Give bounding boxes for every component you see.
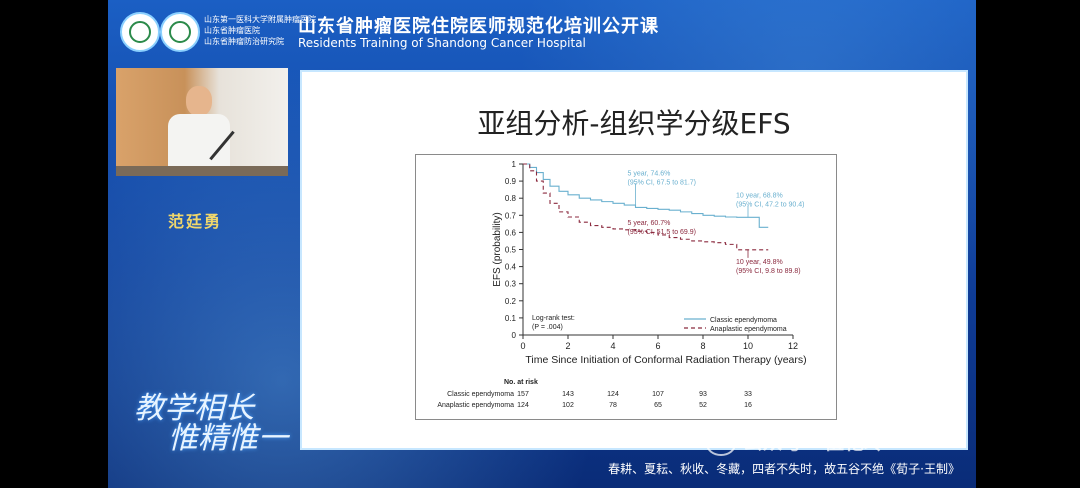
y-tick-label: 0.1 xyxy=(505,314,517,323)
lecture-frame: 山东第一医科大学附属肿瘤医院 山东省肿瘤医院 山东省肿瘤防治研究院 山东省肿瘤医… xyxy=(108,0,976,488)
y-tick-label: 0.8 xyxy=(505,194,517,203)
slogan: 教学相长 惟精惟一 xyxy=(134,394,288,454)
speaker-person xyxy=(164,86,235,176)
program-title-cn: 山东省肿瘤医院住院医师规范化培训公开课 xyxy=(298,16,659,37)
risk-table-header: No. at risk xyxy=(504,379,538,386)
bottom-quote: 春耕、夏耘、秋收、冬藏，四者不失时，故五谷不绝《荀子·王制》 xyxy=(608,462,960,476)
hospital-name-line: 山东省肿瘤防治研究院 xyxy=(204,37,284,46)
y-tick-label: 0.4 xyxy=(505,263,517,272)
y-tick-label: 0.7 xyxy=(505,211,517,220)
legend-label: Classic ependymoma xyxy=(710,317,777,324)
speaker-name: 范廷勇 xyxy=(168,212,223,231)
annotation-text: (95% CI, 51.5 to 69.9) xyxy=(628,229,696,236)
risk-value: 157 xyxy=(517,391,529,398)
university-logo-icon xyxy=(120,12,160,52)
x-axis-label: Time Since Initiation of Conformal Radia… xyxy=(525,354,806,366)
hospital-names: 山东第一医科大学附属肿瘤医院 山东省肿瘤医院 山东省肿瘤防治研究院 xyxy=(204,14,316,47)
watermark: 公众号 · 伍艳玲 xyxy=(706,426,884,456)
y-tick-label: 0 xyxy=(512,331,517,340)
risk-value: 52 xyxy=(699,402,707,409)
annotation-text: 5 year, 60.7% xyxy=(628,220,671,227)
annotation-text: (95% CI, 67.5 to 81.7) xyxy=(628,179,696,186)
risk-value: 124 xyxy=(607,391,619,398)
risk-value: 102 xyxy=(562,402,574,409)
x-tick-label: 0 xyxy=(520,341,525,351)
x-tick-label: 4 xyxy=(610,341,615,351)
header: 山东第一医科大学附属肿瘤医院 山东省肿瘤医院 山东省肿瘤防治研究院 山东省肿瘤医… xyxy=(108,0,976,62)
risk-value: 143 xyxy=(562,391,574,398)
program-title-en: Residents Training of Shandong Cancer Ho… xyxy=(298,36,586,50)
slide-title: 亚组分析-组织学分级EFS xyxy=(477,107,791,140)
risk-value: 65 xyxy=(654,402,662,409)
risk-row-label: Classic ependymoma xyxy=(447,391,514,398)
x-tick-label: 12 xyxy=(788,341,798,351)
hospital-name-line: 山东省肿瘤医院 xyxy=(204,26,260,35)
risk-value: 16 xyxy=(744,402,752,409)
slogan-line-1: 教学相长 xyxy=(134,391,254,426)
y-tick-label: 0.9 xyxy=(505,177,517,186)
risk-value: 78 xyxy=(609,402,617,409)
logrank-text: Log-rank test: xyxy=(532,315,575,322)
risk-value: 93 xyxy=(699,391,707,398)
annotation-text: (95% CI, 47.2 to 90.4) xyxy=(736,201,804,208)
annotation-text: 10 year, 68.8% xyxy=(736,192,783,199)
hospital-logo-icon xyxy=(160,12,200,52)
annotation-text: 10 year, 49.8% xyxy=(736,259,783,266)
legend-label: Anaplastic ependymoma xyxy=(710,326,787,333)
risk-value: 124 xyxy=(517,402,529,409)
series-line-1 xyxy=(523,163,769,251)
y-tick-label: 0.6 xyxy=(505,228,517,237)
hospital-name-line: 山东第一医科大学附属肿瘤医院 xyxy=(204,15,316,24)
x-tick-label: 2 xyxy=(565,341,570,351)
y-tick-label: 0.3 xyxy=(505,280,517,289)
annotation-text: (95% CI, 9.8 to 89.8) xyxy=(736,268,801,275)
x-tick-label: 6 xyxy=(655,341,660,351)
risk-row-label: Anaplastic ependymoma xyxy=(437,402,514,409)
y-axis-label: EFS (probability) xyxy=(492,212,503,286)
speaker-video xyxy=(116,68,288,176)
y-tick-label: 0.5 xyxy=(505,246,517,255)
slogan-line-2: 惟精惟一 xyxy=(168,421,288,456)
watermark-text: 公众号 · 伍艳玲 xyxy=(742,430,884,454)
km-chart-panel: 0 0.1 0.2 0.3 0.4 0.5 0.6 0.7 0.8 0.9 1 0 2 4 6 8 10 12 Ti… xyxy=(415,154,837,420)
logrank-text: (P = .004) xyxy=(532,324,563,331)
risk-value: 107 xyxy=(652,391,664,398)
x-tick-label: 10 xyxy=(743,341,753,351)
presentation-slide: 亚组分析-组织学分级EFS 0 0.1 0.2 0.3 0.4 0.5 0.6 0.7 0.8 0… xyxy=(300,70,968,450)
y-tick-label: 0.2 xyxy=(505,297,517,306)
risk-value: 33 xyxy=(744,391,752,398)
wechat-icon xyxy=(706,431,737,456)
y-tick-label: 1 xyxy=(512,160,517,169)
km-chart: 00.10.20.30.40.50.60.70.80.910 2 4 6 8 10 12Ti… xyxy=(437,160,806,409)
annotation-text: 5 year, 74.6% xyxy=(628,170,671,177)
x-tick-label: 8 xyxy=(700,341,705,351)
